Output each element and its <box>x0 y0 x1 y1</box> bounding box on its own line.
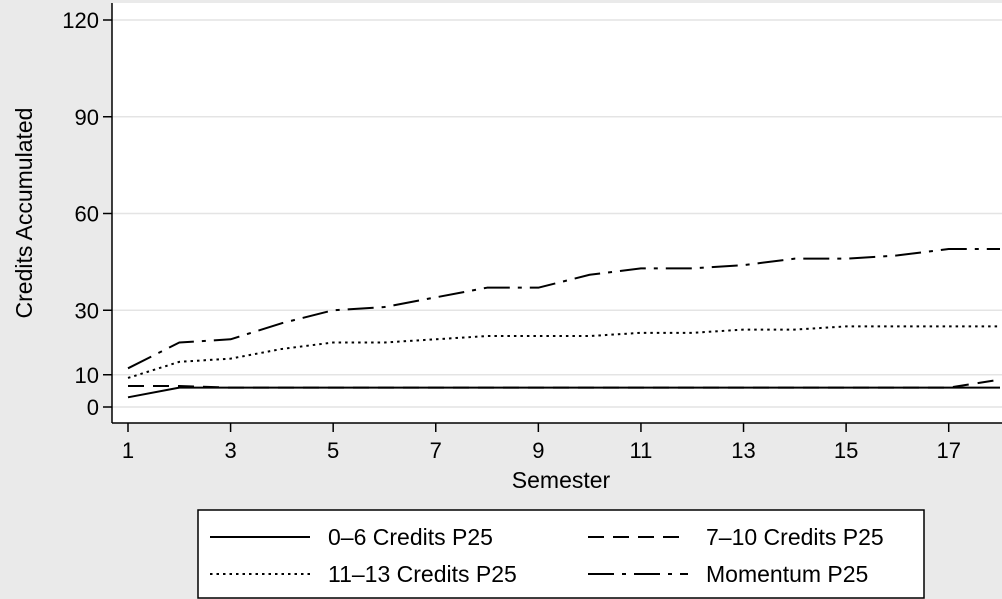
legend-label: 0–6 Credits P25 <box>328 524 493 550</box>
legend: 0–6 Credits P25 7–10 Credits P25 11–13 Cre… <box>197 509 925 599</box>
gridlines <box>112 19 1002 408</box>
y-tick-label: 90 <box>75 105 99 130</box>
y-axis-title: Credits Accumulated <box>11 108 37 319</box>
x-tick-label: 5 <box>327 438 339 463</box>
x-axis-title: Semester <box>512 467 611 493</box>
x-tick-label: 13 <box>731 438 755 463</box>
series-line <box>127 247 1000 370</box>
legend-label: 7–10 Credits P25 <box>706 524 884 550</box>
x-tick-label: 3 <box>224 438 236 463</box>
y-tick-label: 10 <box>75 363 99 388</box>
x-tick-label: 11 <box>630 438 653 463</box>
series-lines <box>127 247 1001 399</box>
legend-label: Momentum P25 <box>706 561 868 587</box>
x-tick-label: 1 <box>122 438 134 463</box>
y-tick-label: 0 <box>87 395 99 420</box>
legend-label: 11–13 Credits P25 <box>328 561 517 587</box>
x-tick-label: 9 <box>532 438 544 463</box>
series-line <box>128 378 1001 389</box>
x-tick-label: 17 <box>936 438 960 463</box>
y-tick-label: 30 <box>75 298 99 323</box>
x-tick-label: 7 <box>430 438 442 463</box>
y-tick-label: 60 <box>75 202 99 227</box>
legend-box <box>197 509 925 599</box>
x-tick-label: 15 <box>834 438 858 463</box>
y-tick-label: 120 <box>62 8 99 33</box>
